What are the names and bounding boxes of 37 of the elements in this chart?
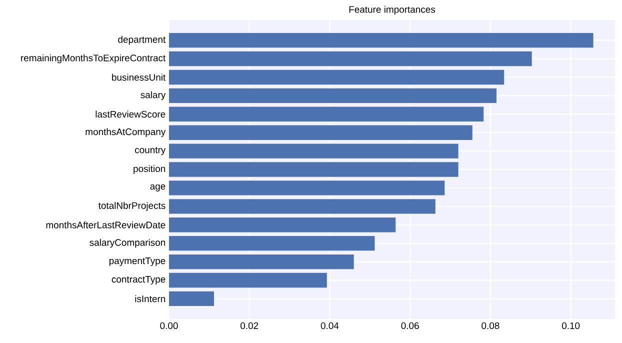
bar [169, 88, 496, 104]
bar [169, 199, 436, 214]
bar [169, 51, 532, 66]
y-tick-label: lastReviewScore [96, 110, 166, 118]
y-tick-label: position [134, 165, 166, 174]
y-tick-label: totalNbrProjects [98, 202, 166, 211]
bar [169, 180, 445, 196]
y-tick-label: monthsAtCompany [86, 128, 166, 138]
x-tick-label: 0.00 [160, 322, 178, 330]
x-tick-label: 0.06 [401, 322, 419, 330]
bar [169, 162, 458, 177]
y-tick-label: country [135, 146, 166, 156]
y-tick-label: age [150, 184, 166, 192]
chart-title: Feature importances [349, 6, 436, 15]
x-tick-label: 0.02 [240, 322, 258, 330]
y-tick-label: contractType [112, 276, 166, 284]
bar [169, 272, 327, 288]
y-tick-label: department [118, 36, 166, 45]
bar [169, 144, 458, 158]
y-tick-label: salaryComparison [90, 238, 166, 248]
bar [169, 125, 472, 140]
bar [169, 70, 504, 85]
y-tick-label: businessUnit [112, 74, 166, 81]
y-tick-label: salary [140, 91, 166, 100]
y-tick-label: monthsAfterLastReviewDate [46, 221, 166, 228]
bar [169, 106, 484, 122]
y-tick-label: remainingMonthsToExpireContract [21, 54, 166, 64]
bar [169, 218, 396, 232]
bar [169, 32, 594, 48]
bar [169, 254, 354, 270]
x-tick-label: 0.08 [482, 322, 500, 330]
x-tick-label: 0.04 [320, 322, 339, 330]
y-tick-label: isIntern [135, 295, 166, 302]
bar [169, 236, 375, 251]
x-tick-label: 0.10 [562, 322, 580, 330]
bar [169, 291, 214, 306]
y-tick-label: paymentType [109, 258, 166, 266]
